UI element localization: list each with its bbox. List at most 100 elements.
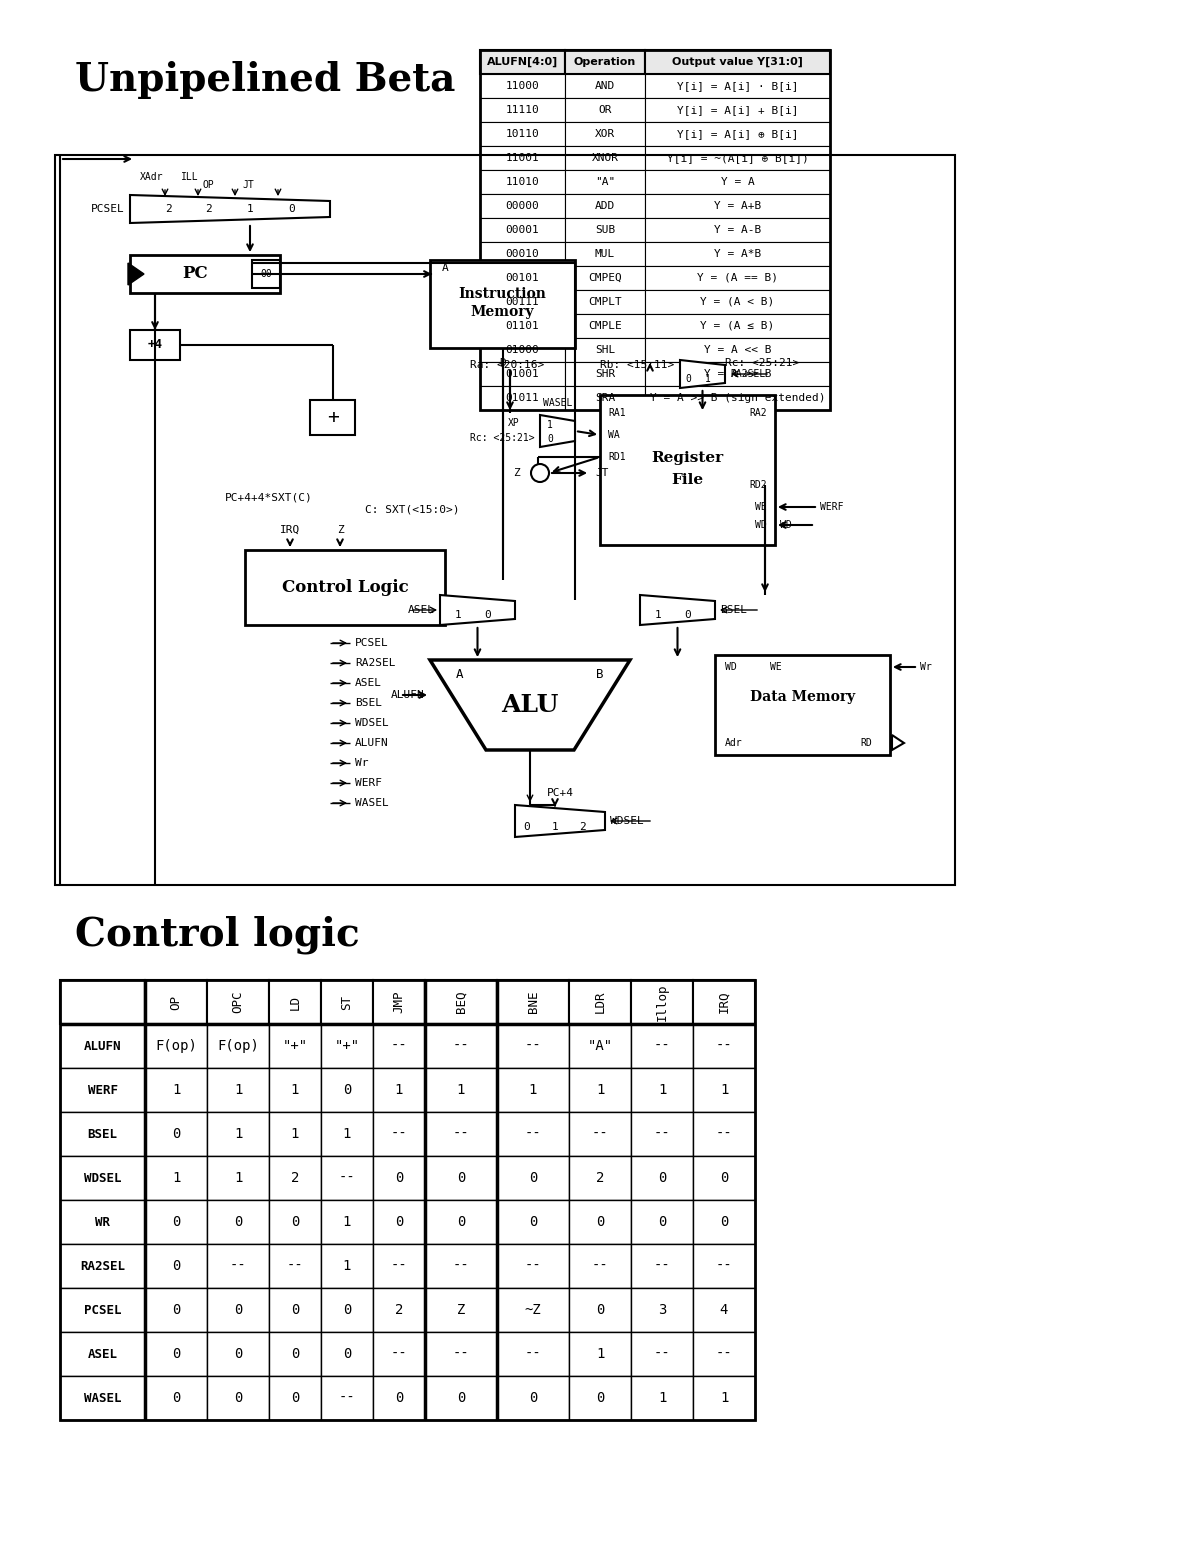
Bar (480, 75, 565, 98)
Text: BSEL: BSEL (720, 606, 746, 615)
Bar (569, 1244, 631, 1287)
Text: RD: RD (860, 738, 871, 749)
Text: WE: WE (770, 662, 781, 672)
Text: 1: 1 (529, 1082, 538, 1096)
Text: PC+4: PC+4 (546, 787, 574, 798)
Bar (646, 50, 830, 75)
Bar (694, 1287, 755, 1332)
Text: Memory: Memory (470, 304, 534, 318)
Bar (569, 1112, 631, 1155)
Bar (208, 980, 269, 1023)
Text: 10110: 10110 (505, 129, 539, 140)
Text: Ra: <20:16>: Ra: <20:16> (470, 360, 545, 370)
Bar (694, 1023, 755, 1068)
Text: --: -- (391, 1346, 407, 1360)
Bar (145, 1376, 208, 1419)
Text: LDR: LDR (594, 991, 606, 1013)
Bar (60, 1244, 145, 1287)
Text: JT: JT (595, 467, 608, 478)
Bar (631, 1244, 694, 1287)
Bar (245, 550, 445, 624)
Bar (565, 146, 646, 169)
Bar (480, 362, 565, 387)
Bar (646, 169, 830, 194)
Bar (269, 1155, 322, 1200)
Bar (425, 1023, 497, 1068)
Text: 0: 0 (685, 610, 691, 620)
Text: --: -- (654, 1127, 671, 1141)
Bar (373, 1068, 425, 1112)
Bar (60, 1068, 145, 1112)
Bar (565, 194, 646, 217)
Text: SHR: SHR (595, 370, 616, 379)
Bar (373, 1244, 425, 1287)
Text: RD2: RD2 (749, 480, 767, 491)
Text: 0: 0 (234, 1214, 242, 1228)
Text: D: D (499, 359, 506, 368)
Text: --: -- (287, 1259, 304, 1273)
Text: BSEL: BSEL (355, 697, 382, 708)
Text: Y[i] = A[i] + B[i]: Y[i] = A[i] + B[i] (677, 106, 798, 115)
Bar (565, 242, 646, 266)
Text: A: A (442, 262, 449, 273)
Bar (322, 1155, 373, 1200)
Bar (569, 1155, 631, 1200)
Bar (646, 362, 830, 387)
Bar (497, 1023, 569, 1068)
Text: 0: 0 (529, 1171, 538, 1185)
Text: 1: 1 (706, 374, 710, 384)
Bar (60, 1023, 145, 1068)
Text: 1: 1 (234, 1127, 242, 1141)
Text: 01001: 01001 (505, 370, 539, 379)
Bar (322, 1112, 373, 1155)
Text: WD: WD (755, 520, 767, 530)
Text: --: -- (592, 1127, 608, 1141)
Text: WASEL: WASEL (84, 1391, 121, 1404)
Bar (208, 1068, 269, 1112)
Text: 0: 0 (290, 1391, 299, 1405)
Bar (208, 1200, 269, 1244)
Text: PCSEL: PCSEL (355, 638, 389, 648)
Bar (269, 1200, 322, 1244)
Text: ALUFN[4:0]: ALUFN[4:0] (487, 57, 558, 67)
Text: BEQ: BEQ (455, 991, 468, 1013)
Bar (425, 1112, 497, 1155)
Text: Z: Z (457, 1303, 466, 1317)
Text: 2: 2 (164, 203, 172, 214)
Text: 0: 0 (395, 1171, 403, 1185)
Text: WE: WE (755, 502, 767, 512)
Bar (497, 1155, 569, 1200)
Text: MUL: MUL (595, 248, 616, 259)
Bar (497, 1244, 569, 1287)
Text: 1: 1 (290, 1127, 299, 1141)
Bar (565, 75, 646, 98)
Text: 0: 0 (290, 1346, 299, 1360)
Bar (565, 362, 646, 387)
Text: XAdr: XAdr (140, 172, 163, 182)
Circle shape (530, 464, 550, 481)
Bar (497, 1112, 569, 1155)
Bar (145, 1112, 208, 1155)
Text: --: -- (338, 1171, 355, 1185)
Text: 0: 0 (172, 1259, 180, 1273)
Text: 2: 2 (395, 1303, 403, 1317)
Text: 1: 1 (596, 1346, 604, 1360)
Text: Y = A << B: Y = A << B (703, 345, 772, 356)
Text: F(op): F(op) (217, 1039, 259, 1053)
Text: "A": "A" (595, 177, 616, 186)
Text: 0: 0 (658, 1214, 666, 1228)
Text: Y = (A < B): Y = (A < B) (701, 297, 775, 307)
Text: RA2: RA2 (749, 408, 767, 418)
Text: 1: 1 (455, 610, 461, 620)
Bar (145, 1200, 208, 1244)
Bar (569, 1332, 631, 1376)
Bar (497, 1332, 569, 1376)
Text: ADD: ADD (595, 200, 616, 211)
Text: Data Memory: Data Memory (750, 690, 856, 704)
Text: 1: 1 (596, 1082, 604, 1096)
Text: 1: 1 (547, 419, 553, 430)
Bar (373, 1287, 425, 1332)
Bar (646, 194, 830, 217)
Bar (310, 401, 355, 435)
Text: Instruction: Instruction (458, 287, 546, 301)
